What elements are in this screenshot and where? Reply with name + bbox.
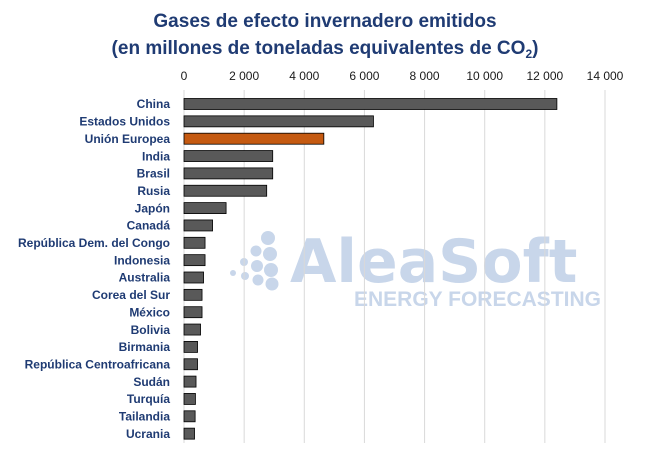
chart-title-line2: (en millones de toneladas equivalentes d… — [0, 35, 650, 62]
bar — [183, 98, 558, 110]
bar — [183, 202, 227, 215]
x-tick-label: 6 000 — [349, 69, 379, 83]
watermark-tagline: ENERGY FORECASTING — [354, 288, 601, 311]
category-label: Sudán — [133, 375, 170, 389]
bar — [183, 340, 198, 353]
category-label: Unión Europea — [85, 132, 171, 146]
bar — [183, 167, 274, 180]
bar — [183, 150, 274, 162]
category-label: Bolivia — [131, 323, 171, 337]
watermark-dot-6 — [230, 270, 236, 276]
category-label: Turquía — [127, 392, 170, 406]
x-tick-label: 4 000 — [289, 69, 319, 83]
category-label: México — [129, 305, 170, 319]
bar — [183, 393, 196, 405]
category-label: China — [137, 97, 171, 111]
category-label: India — [142, 149, 170, 163]
category-label: República Centroafricana — [25, 357, 171, 371]
x-tick-label: 14 000 — [587, 69, 624, 83]
x-tick-label: 10 000 — [466, 69, 503, 83]
watermark-dot-2 — [263, 247, 277, 261]
bar — [183, 427, 195, 440]
category-label: Corea del Sur — [92, 288, 170, 302]
watermark-dot-8 — [252, 274, 264, 286]
watermark-dot-7 — [241, 272, 249, 280]
watermark-dot-9 — [265, 277, 279, 291]
bar — [183, 115, 374, 128]
category-label: República Dem. del Congo — [18, 236, 170, 250]
watermark-dot-0 — [261, 231, 275, 245]
bar — [183, 288, 203, 301]
category-labels: China Estados Unidos Unión Europea India Bra… — [18, 97, 170, 441]
bar — [183, 254, 206, 267]
bars — [183, 98, 558, 440]
bar — [183, 236, 206, 249]
category-label: Rusia — [137, 184, 170, 198]
x-tick-label: 2 000 — [229, 69, 259, 83]
category-label: Tailandia — [119, 410, 170, 424]
bar — [183, 410, 196, 423]
x-axis-ticks: 0 2 000 4 000 6 000 8 000 10 000 12 000 14 000 — [181, 69, 624, 83]
category-label: Australia — [119, 271, 171, 285]
chart-title-line1: Gases de efecto invernadero emitidos — [153, 11, 497, 32]
x-tick-label: 8 000 — [410, 69, 440, 83]
watermark-name: AleaSoft — [290, 227, 577, 297]
category-label: Indonesia — [114, 253, 170, 267]
category-label: Ucrania — [126, 427, 170, 441]
category-label: Birmania — [119, 340, 171, 354]
chart-title-line2-text: (en millones de toneladas equivalentes d… — [111, 38, 526, 59]
chart-title-subscript: 2 — [525, 47, 533, 61]
chart-title: Gases de efecto invernadero emitidos (en… — [0, 8, 650, 62]
x-tick-label: 0 — [181, 69, 188, 83]
watermark-dot-5 — [264, 263, 278, 277]
bar — [183, 323, 201, 336]
watermark-dot-1 — [250, 245, 262, 257]
chart-title-line2-end: ) — [532, 38, 539, 59]
bar — [183, 306, 203, 319]
bar — [183, 184, 268, 197]
watermark-logo-icon — [230, 231, 279, 291]
category-label: Canadá — [127, 219, 171, 233]
bar — [183, 219, 213, 232]
category-label: Japón — [135, 201, 170, 215]
category-label: Brasil — [137, 167, 170, 181]
bar — [183, 375, 197, 388]
category-label: Estados Unidos — [79, 115, 170, 129]
bar — [183, 271, 204, 284]
watermark: AleaSoft ENERGY FORECASTING — [230, 227, 601, 311]
watermark-dot-4 — [251, 260, 263, 272]
bar — [183, 132, 325, 145]
x-tick-label: 12 000 — [527, 69, 564, 83]
bar — [183, 358, 198, 371]
